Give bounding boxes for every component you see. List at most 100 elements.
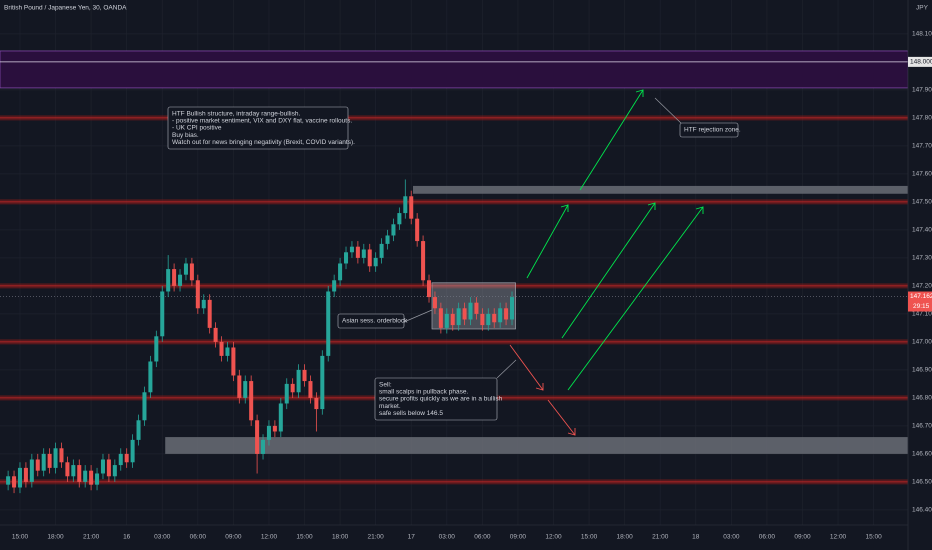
candle-body [83, 470, 88, 482]
candle-body [498, 308, 503, 323]
candle-body [432, 297, 437, 309]
candle-body [444, 313, 449, 328]
y-tick-label: 147.80 [912, 115, 932, 122]
candle-body [219, 341, 224, 356]
candle-body [136, 420, 141, 440]
candle-body [154, 336, 159, 362]
x-tick-label: 09:00 [225, 534, 242, 541]
note-text: HTF rejection zone. [684, 127, 741, 134]
candle-body [160, 291, 165, 337]
y-tick-label: 146.60 [912, 451, 932, 458]
note-text: small scalps in pullback phase. [379, 389, 468, 396]
candle-body [504, 308, 509, 320]
candle-body [426, 280, 432, 298]
x-tick-label: 03:00 [439, 534, 456, 541]
y-tick-label: 147.10 [912, 311, 932, 318]
annotations [403, 89, 704, 436]
x-tick-label: 21:00 [368, 534, 385, 541]
candle-body [385, 235, 390, 244]
candle-body [326, 291, 331, 356]
x-tick-label: 12:00 [830, 534, 847, 541]
note-box [167, 106, 349, 150]
candle-body [249, 381, 254, 421]
x-tick-label: 03:00 [723, 534, 740, 541]
rejection-zone [0, 50, 909, 89]
x-tick-label: 09:00 [794, 534, 811, 541]
white-line-label: 148.000 [910, 59, 932, 66]
gray-zone [165, 437, 909, 454]
candle-body [17, 467, 22, 488]
candle-body [261, 439, 266, 454]
x-tick-label: 21:00 [83, 534, 100, 541]
candle-body [12, 476, 17, 488]
note-text: safe sells below 146.5 [379, 410, 443, 417]
candle-body [296, 369, 301, 393]
countdown: 29:15 [913, 303, 930, 310]
candle-body [195, 280, 200, 309]
x-tick-label: 15:00 [296, 534, 313, 541]
candle-body [456, 308, 461, 326]
orderblock [431, 282, 516, 330]
note-text: HTF Bullish structure, intraday range-bu… [172, 110, 300, 117]
note-text: Watch out for news bringing negativity (… [172, 139, 355, 146]
candle-body [272, 425, 277, 432]
y-tick-label: 147.90 [912, 87, 932, 94]
x-tick-label: 09:00 [510, 534, 527, 541]
candle-body [178, 274, 183, 286]
x-tick-label: 12:00 [261, 534, 278, 541]
candle-body [237, 375, 242, 398]
candle-body [308, 381, 313, 398]
candle-body [95, 473, 100, 485]
note-box [679, 122, 739, 138]
x-tick-label: 17 [408, 534, 416, 541]
candle-body [379, 243, 384, 258]
candle-body [474, 302, 479, 314]
candle-body [391, 224, 396, 236]
candle-body [278, 403, 283, 432]
candle-body [403, 196, 408, 214]
candle-body [106, 459, 111, 477]
candle-body [124, 453, 129, 463]
note-box [337, 313, 405, 329]
x-tick-label: 12:00 [545, 534, 562, 541]
candle-body [355, 246, 360, 258]
candle-body [284, 383, 289, 404]
candle-body [71, 465, 76, 477]
currency: JPY [916, 5, 929, 12]
green-arrows [526, 89, 704, 391]
candle-body [338, 263, 343, 281]
candle-body [450, 313, 455, 326]
candle-body [89, 470, 94, 485]
candle-body [231, 347, 236, 376]
x-tick-label: 15:00 [581, 534, 598, 541]
x-tick-label: 15:00 [12, 534, 29, 541]
y-tick-label: 146.40 [912, 507, 932, 514]
candle-body [314, 397, 319, 410]
y-tick-label: 146.50 [912, 479, 932, 486]
red-arrows [509, 344, 576, 436]
candle-body [172, 269, 177, 286]
x-tick-label: 21:00 [652, 534, 669, 541]
note-text: - UK CPI positive [172, 125, 222, 132]
candle-body [367, 249, 372, 267]
note-text: Sell: [379, 381, 392, 388]
candle-body [201, 299, 206, 309]
note-text: secure profits quickly as we are in a bu… [379, 396, 503, 403]
candle-body [6, 476, 11, 485]
candle-body [438, 308, 443, 328]
price-axis [908, 0, 932, 550]
candle-body [23, 467, 28, 482]
candle-body [462, 308, 467, 320]
y-tick-label: 147.20 [912, 283, 932, 290]
candle-body [320, 355, 325, 410]
candle-body [415, 218, 420, 242]
x-tick-label: 06:00 [759, 534, 776, 541]
candle-body [486, 313, 491, 326]
note-text: Asian sess. orderblock [342, 318, 408, 325]
candle-body [189, 263, 194, 281]
candle-body [130, 439, 135, 463]
y-tick-label: 148.10 [912, 31, 932, 38]
y-tick-label: 146.90 [912, 367, 932, 374]
last-price-tag [908, 291, 932, 312]
